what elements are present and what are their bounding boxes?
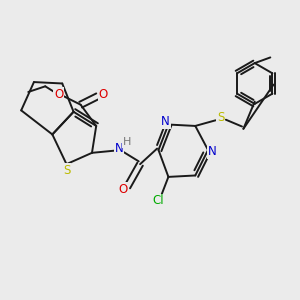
- Text: H: H: [123, 137, 131, 147]
- Text: N: N: [115, 142, 123, 155]
- Text: N: N: [208, 145, 217, 158]
- Text: O: O: [54, 88, 63, 101]
- Text: S: S: [63, 164, 70, 177]
- Text: Cl: Cl: [153, 194, 164, 208]
- Text: O: O: [118, 183, 128, 196]
- Text: O: O: [99, 88, 108, 101]
- Text: S: S: [217, 111, 224, 124]
- Text: N: N: [161, 115, 170, 128]
